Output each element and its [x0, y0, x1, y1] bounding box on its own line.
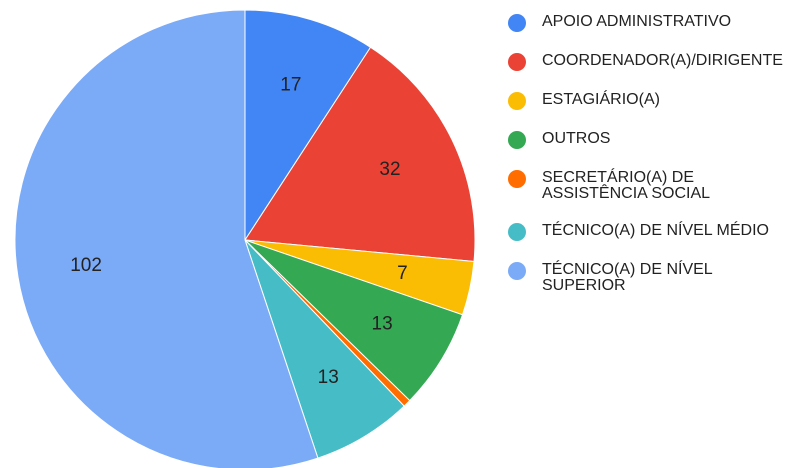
slice-label: 17	[280, 75, 301, 96]
slice-label: 32	[379, 159, 400, 180]
legend-item: SECRETÁRIO(A) DE ASSISTÊNCIA SOCIAL	[508, 170, 792, 202]
legend-marker	[508, 131, 526, 149]
legend-marker	[508, 53, 526, 71]
legend-item: COORDENADOR(A)/DIRIGENTE	[508, 53, 792, 71]
legend-marker	[508, 92, 526, 110]
legend-item: OUTROS	[508, 131, 792, 149]
legend-label: OUTROS	[542, 130, 611, 147]
legend-label: COORDENADOR(A)/DIRIGENTE	[542, 52, 783, 69]
legend-marker	[508, 223, 526, 241]
legend-marker	[508, 262, 526, 280]
slice-label: 13	[318, 367, 339, 388]
slice	[244, 9, 372, 242]
legend-item: APOIO ADMINISTRATIVO	[508, 14, 792, 32]
slice-label: 7	[397, 263, 408, 284]
legend-item: ESTAGIÁRIO(A)	[508, 92, 792, 110]
slice	[244, 46, 476, 262]
legend-marker	[508, 170, 526, 188]
slice	[244, 239, 405, 459]
legend-item: TÉCNICO(A) DE NÍVEL MÉDIO	[508, 223, 792, 241]
slice	[14, 9, 319, 468]
slice-label: 13	[372, 313, 393, 334]
legend: APOIO ADMINISTRATIVO COORDENADOR(A)/DIRIG…	[508, 14, 792, 294]
legend-label: APOIO ADMINISTRATIVO	[542, 13, 732, 30]
slice-label: 102	[70, 255, 102, 276]
legend-marker	[508, 14, 526, 32]
legend-label: TÉCNICO(A) DE NÍVEL SUPERIOR	[542, 261, 713, 294]
slice	[244, 239, 464, 402]
legend-item: TÉCNICO(A) DE NÍVEL SUPERIOR	[508, 262, 792, 294]
legend-label: SECRETÁRIO(A) DE ASSISTÊNCIA SOCIAL	[542, 169, 711, 202]
legend-label: ESTAGIÁRIO(A)	[542, 91, 660, 108]
legend-label: TÉCNICO(A) DE NÍVEL MÉDIO	[542, 222, 769, 239]
